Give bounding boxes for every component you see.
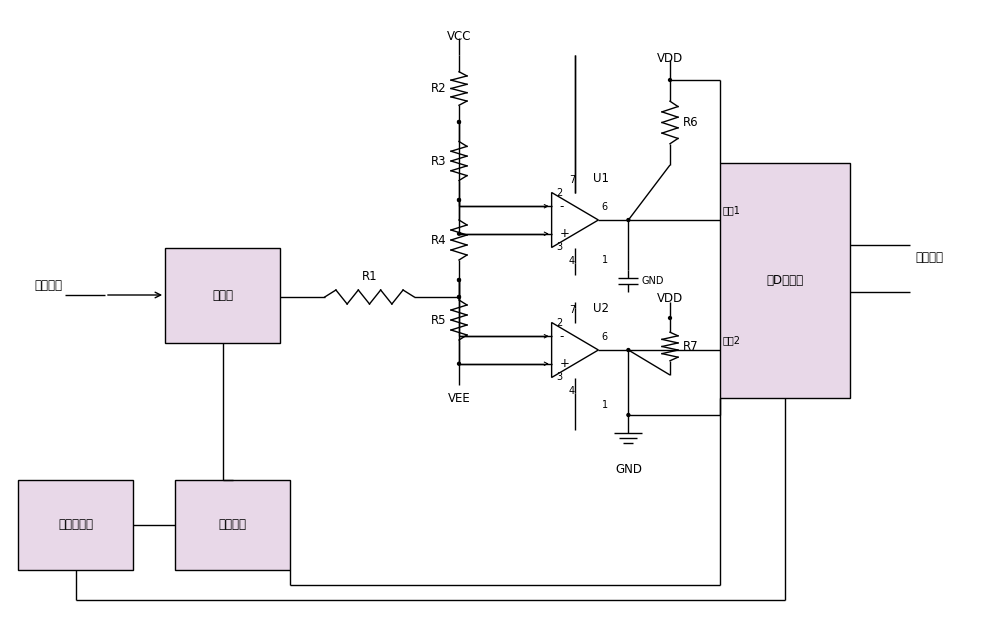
Circle shape — [669, 317, 671, 319]
Text: 正负恒流源: 正负恒流源 — [58, 519, 93, 531]
Text: 通道1: 通道1 — [723, 205, 741, 215]
Text: R5: R5 — [430, 313, 446, 327]
Text: -: - — [560, 200, 564, 213]
Circle shape — [627, 348, 630, 352]
Circle shape — [458, 199, 460, 201]
Circle shape — [458, 120, 460, 124]
Text: VCC: VCC — [447, 30, 471, 43]
Text: -: - — [560, 330, 564, 343]
Circle shape — [458, 278, 460, 282]
Text: GND: GND — [641, 276, 664, 286]
Text: 2: 2 — [557, 318, 563, 328]
Circle shape — [458, 199, 460, 201]
Text: 输出脉冲: 输出脉冲 — [915, 251, 943, 264]
Circle shape — [669, 78, 671, 82]
Text: 2: 2 — [557, 189, 563, 198]
Text: 切换开关: 切换开关 — [219, 519, 247, 531]
Text: +: + — [560, 357, 570, 370]
Text: 3: 3 — [557, 372, 563, 382]
Text: 6: 6 — [601, 202, 608, 212]
Text: R3: R3 — [430, 155, 446, 168]
Text: 1: 1 — [602, 255, 608, 265]
Text: R4: R4 — [430, 234, 446, 247]
Text: 积分器: 积分器 — [212, 289, 233, 302]
Text: 输入电流: 输入电流 — [34, 279, 62, 292]
Text: R7: R7 — [683, 340, 699, 353]
Text: 1: 1 — [602, 400, 608, 410]
Text: VEE: VEE — [448, 392, 470, 405]
Circle shape — [458, 278, 460, 282]
Circle shape — [458, 296, 460, 299]
Text: VDD: VDD — [657, 292, 683, 305]
Text: U2: U2 — [593, 301, 609, 315]
Text: 3: 3 — [557, 242, 563, 252]
Circle shape — [458, 362, 460, 365]
Circle shape — [627, 413, 630, 417]
Text: R6: R6 — [683, 116, 699, 129]
Text: R1: R1 — [362, 270, 377, 283]
Text: 7: 7 — [569, 304, 575, 315]
Bar — [175, 480, 290, 570]
Text: +: + — [560, 227, 570, 240]
Bar — [165, 248, 280, 343]
Text: VDD: VDD — [657, 52, 683, 65]
Text: 4: 4 — [569, 385, 575, 396]
Text: 双D触发器: 双D触发器 — [766, 274, 804, 287]
Text: 4: 4 — [569, 255, 575, 266]
Circle shape — [458, 296, 460, 299]
Circle shape — [458, 120, 460, 124]
Text: GND: GND — [615, 463, 642, 476]
Text: 通道2: 通道2 — [723, 335, 741, 345]
Text: U1: U1 — [593, 171, 609, 185]
Bar — [720, 163, 850, 398]
Circle shape — [458, 233, 460, 235]
Text: R2: R2 — [430, 82, 446, 95]
Text: 7: 7 — [569, 175, 575, 185]
Circle shape — [627, 218, 630, 222]
Bar — [18, 480, 133, 570]
Text: 6: 6 — [601, 332, 608, 342]
